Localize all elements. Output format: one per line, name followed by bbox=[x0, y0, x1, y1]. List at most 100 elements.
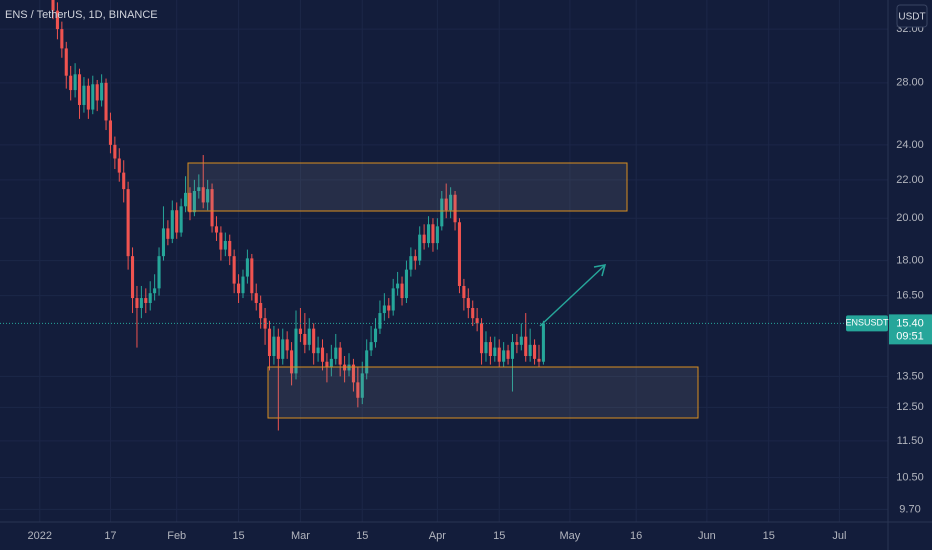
candle-body bbox=[77, 74, 82, 105]
candle-body bbox=[214, 226, 219, 233]
y-tick-label: 12.50 bbox=[896, 401, 924, 413]
candle-body bbox=[338, 347, 342, 365]
drawings bbox=[187, 162, 699, 419]
candle-body bbox=[373, 328, 378, 343]
candle-body bbox=[413, 256, 417, 261]
candle-body bbox=[488, 342, 492, 357]
y-tick-label: 22.00 bbox=[896, 174, 924, 186]
candle-body bbox=[409, 256, 413, 270]
candle-body bbox=[312, 328, 316, 354]
candle-body bbox=[86, 85, 90, 110]
candle-body bbox=[369, 342, 373, 351]
symbol-tag bbox=[846, 315, 888, 332]
candle-body bbox=[192, 190, 196, 213]
candle-body bbox=[387, 305, 391, 311]
candle-body bbox=[188, 192, 192, 213]
candle-body bbox=[519, 336, 523, 345]
candle-body bbox=[316, 347, 320, 354]
candle-body bbox=[285, 339, 289, 351]
currency-box[interactable] bbox=[896, 4, 928, 28]
candle-body bbox=[480, 323, 484, 354]
candle-body bbox=[95, 84, 99, 101]
support-zone bbox=[267, 366, 699, 419]
candle-body bbox=[259, 302, 263, 319]
candle-body bbox=[223, 240, 227, 250]
candle-body bbox=[537, 358, 541, 362]
candle-body bbox=[91, 84, 95, 110]
candle-body bbox=[82, 85, 86, 105]
candle-body bbox=[161, 228, 166, 257]
x-tick-label: 15 bbox=[356, 530, 368, 542]
candle-body bbox=[435, 226, 439, 244]
candle-body bbox=[64, 48, 68, 76]
candle-body bbox=[303, 333, 307, 345]
candle-body bbox=[506, 350, 510, 359]
currency-label[interactable]: USDT bbox=[898, 12, 925, 23]
candle-body bbox=[139, 298, 143, 308]
candle-body bbox=[449, 194, 453, 211]
candle-body bbox=[484, 342, 488, 354]
candle-body bbox=[241, 276, 245, 294]
candle-body bbox=[382, 305, 386, 314]
candle-body bbox=[228, 240, 232, 257]
candle-body bbox=[55, 10, 59, 30]
candle-body bbox=[184, 192, 188, 207]
candle-body bbox=[365, 350, 369, 374]
candle-body bbox=[462, 285, 466, 299]
candle-body bbox=[347, 364, 351, 371]
candle-body bbox=[126, 189, 130, 257]
candle-body bbox=[237, 283, 241, 294]
candle-body bbox=[135, 298, 139, 308]
candle-body bbox=[378, 313, 382, 329]
candle-body bbox=[444, 198, 448, 211]
candle-body bbox=[250, 258, 254, 294]
candle-body bbox=[466, 298, 470, 308]
candle-body bbox=[471, 307, 475, 319]
grid bbox=[0, 0, 888, 522]
symbol-label: ENSUSDT bbox=[845, 318, 889, 328]
candle-body bbox=[400, 283, 404, 299]
candle-body bbox=[533, 344, 537, 359]
y-tick-label: 9.70 bbox=[899, 503, 920, 515]
candle-body bbox=[391, 288, 395, 311]
candle-body bbox=[206, 189, 210, 203]
candle-body bbox=[493, 347, 497, 357]
candle-body bbox=[166, 228, 170, 239]
candle-body bbox=[219, 232, 223, 250]
last-price-box bbox=[889, 314, 932, 345]
candle-body bbox=[122, 172, 126, 190]
y-tick-label: 28.00 bbox=[896, 77, 924, 89]
candle-body bbox=[329, 358, 333, 368]
candle-body bbox=[175, 210, 179, 233]
candle-body bbox=[528, 344, 532, 357]
candle-body bbox=[148, 293, 152, 303]
candle-body bbox=[298, 328, 302, 334]
candle-body bbox=[130, 256, 135, 299]
candle-body bbox=[100, 82, 104, 101]
candle-body bbox=[197, 187, 201, 191]
candle-body bbox=[307, 328, 311, 345]
candle-body bbox=[51, 0, 55, 11]
candle-body bbox=[515, 342, 519, 345]
candle-body bbox=[426, 224, 431, 244]
candle-body bbox=[502, 350, 506, 362]
candle-body bbox=[263, 318, 267, 329]
candle-body bbox=[343, 364, 347, 371]
candle-body bbox=[320, 347, 325, 362]
candle-body bbox=[396, 283, 400, 289]
countdown-label: 09:51 bbox=[896, 330, 924, 342]
y-tick-label: 13.50 bbox=[896, 370, 924, 382]
candle-body bbox=[201, 187, 205, 203]
candle-body bbox=[510, 342, 515, 359]
candle-body bbox=[404, 269, 408, 299]
x-tick-label: Feb bbox=[167, 530, 186, 542]
candle-body bbox=[254, 293, 258, 303]
candle-body bbox=[272, 336, 276, 357]
candle-body bbox=[144, 298, 148, 303]
x-tick-label: 16 bbox=[630, 530, 642, 542]
x-tick-label: 2022 bbox=[28, 530, 52, 542]
candle-body bbox=[179, 206, 183, 233]
x-tick-label: 15 bbox=[493, 530, 505, 542]
y-tick-label: 11.50 bbox=[897, 435, 924, 447]
